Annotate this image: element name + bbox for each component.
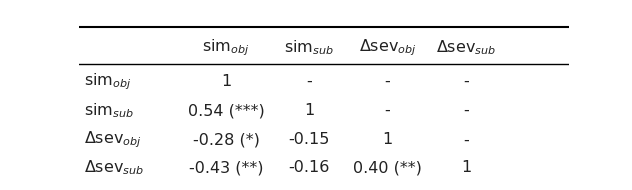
Text: -: - [463, 103, 469, 118]
Text: 1: 1 [304, 103, 314, 118]
Text: sim$_{obj}$: sim$_{obj}$ [84, 71, 131, 92]
Text: 1: 1 [221, 74, 231, 89]
Text: -0.28 (*): -0.28 (*) [193, 132, 259, 147]
Text: 0.40 (**): 0.40 (**) [353, 160, 422, 175]
Text: 0.54 (***): 0.54 (***) [188, 103, 264, 118]
Text: -: - [307, 74, 312, 89]
Text: -: - [463, 74, 469, 89]
Text: 1: 1 [461, 160, 471, 175]
Text: -: - [463, 132, 469, 147]
Text: $\Delta$sev$_{obj}$: $\Delta$sev$_{obj}$ [359, 37, 416, 58]
Text: -: - [385, 74, 391, 89]
Text: $\Delta$sev$_{obj}$: $\Delta$sev$_{obj}$ [84, 130, 142, 150]
Text: $\Delta$sev$_{sub}$: $\Delta$sev$_{sub}$ [84, 158, 144, 177]
Text: sim$_{sub}$: sim$_{sub}$ [284, 38, 334, 57]
Text: $\Delta$sev$_{sub}$: $\Delta$sev$_{sub}$ [436, 38, 496, 57]
Text: 1: 1 [382, 132, 392, 147]
Text: -0.15: -0.15 [289, 132, 330, 147]
Text: -0.43 (**): -0.43 (**) [189, 160, 263, 175]
Text: -: - [385, 103, 391, 118]
Text: sim$_{obj}$: sim$_{obj}$ [202, 37, 250, 58]
Text: sim$_{sub}$: sim$_{sub}$ [84, 101, 134, 120]
Text: -0.16: -0.16 [289, 160, 330, 175]
